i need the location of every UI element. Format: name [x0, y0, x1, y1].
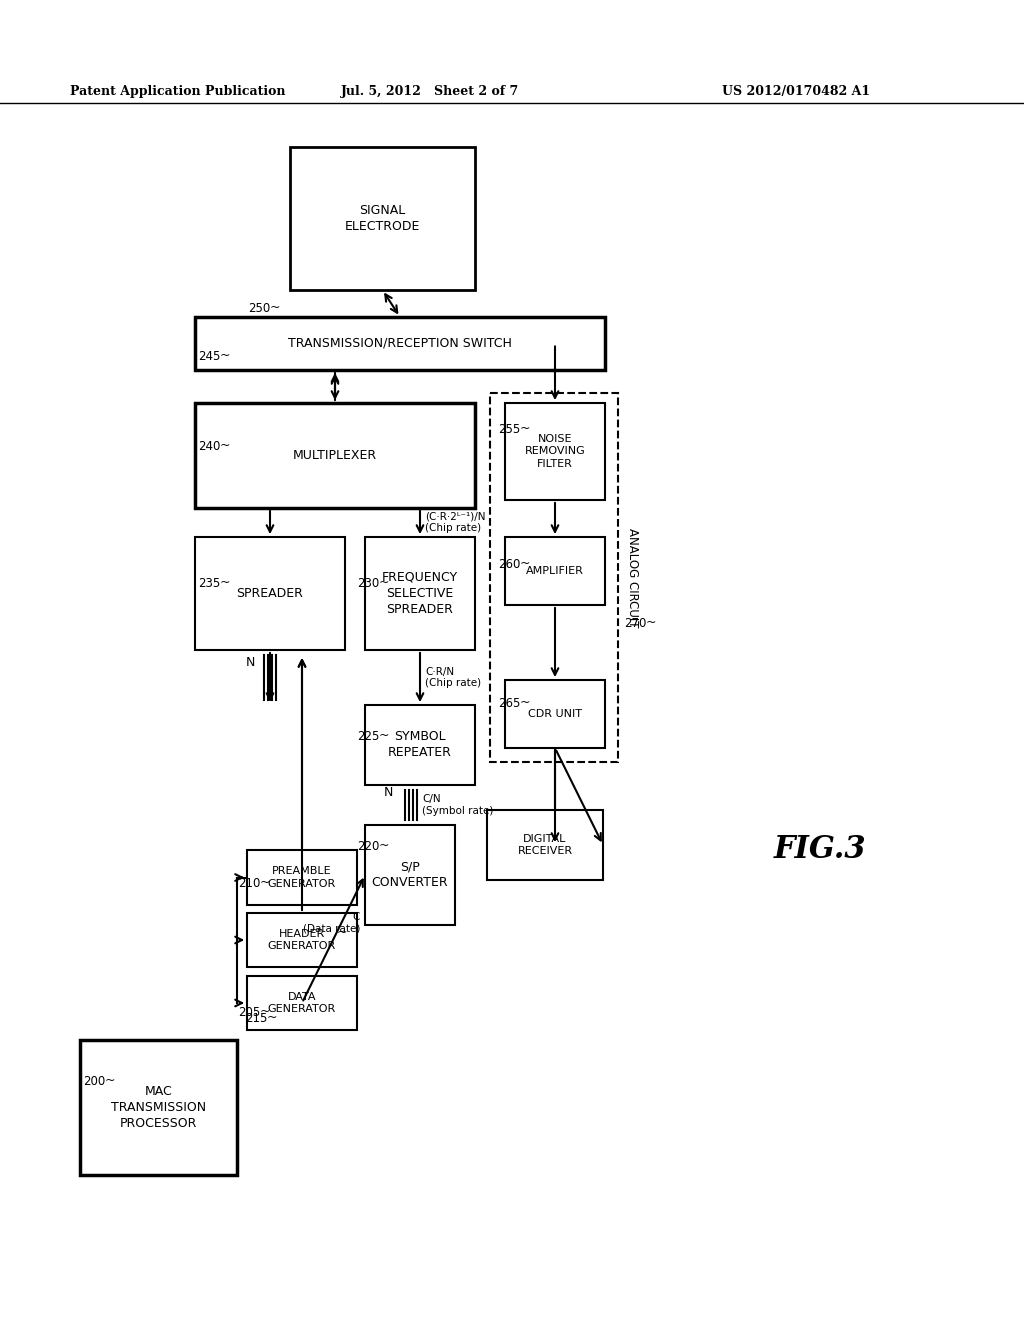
Text: ~: ~ — [220, 348, 230, 362]
Bar — [290, 147, 475, 290]
Text: 265: 265 — [498, 697, 520, 710]
Text: 230: 230 — [357, 577, 379, 590]
Text: FIG.3: FIG.3 — [774, 834, 866, 866]
Bar — [365, 825, 455, 925]
Text: ~: ~ — [646, 615, 656, 628]
Text: 210: 210 — [238, 876, 260, 890]
Text: (C·R·2ᴸ⁻¹)/N
(Chip rate): (C·R·2ᴸ⁻¹)/N (Chip rate) — [425, 512, 485, 533]
Text: Jul. 5, 2012   Sheet 2 of 7: Jul. 5, 2012 Sheet 2 of 7 — [341, 84, 519, 98]
Text: DIGITAL
RECEIVER: DIGITAL RECEIVER — [517, 834, 572, 857]
Text: TRANSMISSION/RECEPTION SWITCH: TRANSMISSION/RECEPTION SWITCH — [288, 337, 512, 350]
Text: 260: 260 — [498, 558, 520, 572]
Text: ANALOG CIRCUIT: ANALOG CIRCUIT — [626, 528, 639, 627]
Bar — [505, 403, 605, 500]
Text: ~: ~ — [260, 875, 270, 888]
Text: US 2012/0170482 A1: US 2012/0170482 A1 — [722, 84, 870, 98]
Bar — [505, 537, 605, 605]
Text: ~: ~ — [267, 1011, 278, 1023]
Text: C·R/N
(Chip rate): C·R/N (Chip rate) — [425, 667, 481, 688]
Bar — [505, 680, 605, 748]
Text: CDR UNIT: CDR UNIT — [528, 709, 582, 719]
Text: ~: ~ — [337, 927, 347, 939]
Text: 245: 245 — [198, 350, 220, 363]
Text: HEADER
GENERATOR: HEADER GENERATOR — [268, 929, 336, 952]
Text: ~: ~ — [379, 729, 389, 742]
Text: ~: ~ — [270, 301, 281, 314]
Text: N: N — [246, 656, 255, 669]
Text: C/N
(Symbol rate): C/N (Symbol rate) — [422, 795, 494, 816]
Text: ~: ~ — [379, 838, 389, 851]
Bar — [247, 975, 357, 1030]
Text: ~: ~ — [520, 421, 530, 434]
Text: 225: 225 — [357, 730, 379, 743]
Text: 205: 205 — [238, 1006, 260, 1019]
Text: FREQUENCY
SELECTIVE
SPREADER: FREQUENCY SELECTIVE SPREADER — [382, 572, 458, 616]
Text: ~: ~ — [220, 438, 230, 451]
Text: N: N — [383, 787, 392, 800]
Text: 270: 270 — [624, 616, 646, 630]
Bar — [195, 317, 605, 370]
Text: PREAMBLE
GENERATOR: PREAMBLE GENERATOR — [268, 866, 336, 888]
Text: SYMBOL
REPEATER: SYMBOL REPEATER — [388, 730, 452, 759]
Bar — [195, 403, 475, 508]
Text: MAC
TRANSMISSION
PROCESSOR: MAC TRANSMISSION PROCESSOR — [111, 1085, 206, 1130]
Text: ~: ~ — [520, 696, 530, 709]
Text: ~: ~ — [379, 576, 389, 589]
Text: SPREADER: SPREADER — [237, 587, 303, 601]
Bar — [490, 393, 618, 762]
Text: C
(Data rate): C (Data rate) — [303, 912, 360, 933]
Text: 240: 240 — [198, 440, 220, 453]
Text: 215: 215 — [245, 1012, 267, 1026]
Text: AMPLIFIER: AMPLIFIER — [526, 566, 584, 576]
Text: DATA
GENERATOR: DATA GENERATOR — [268, 991, 336, 1014]
Text: SIGNAL
ELECTRODE: SIGNAL ELECTRODE — [345, 205, 420, 234]
Text: 250: 250 — [248, 302, 270, 315]
Bar — [195, 537, 345, 649]
Text: 235: 235 — [198, 577, 220, 590]
Bar — [365, 705, 475, 785]
Bar — [247, 913, 357, 968]
Text: NOISE
REMOVING
FILTER: NOISE REMOVING FILTER — [524, 434, 586, 469]
Bar — [80, 1040, 237, 1175]
Bar — [365, 537, 475, 649]
Text: 200: 200 — [83, 1074, 105, 1088]
Text: ~: ~ — [105, 1073, 116, 1086]
Text: ~: ~ — [260, 1005, 270, 1018]
Text: ~: ~ — [220, 576, 230, 589]
Text: 220: 220 — [357, 840, 379, 853]
Text: ~: ~ — [520, 557, 530, 569]
Bar — [487, 810, 603, 880]
Text: S/P
CONVERTER: S/P CONVERTER — [372, 861, 449, 890]
Text: MULTIPLEXER: MULTIPLEXER — [293, 449, 377, 462]
Text: Patent Application Publication: Patent Application Publication — [70, 84, 286, 98]
Bar — [247, 850, 357, 906]
Text: 255: 255 — [498, 422, 520, 436]
